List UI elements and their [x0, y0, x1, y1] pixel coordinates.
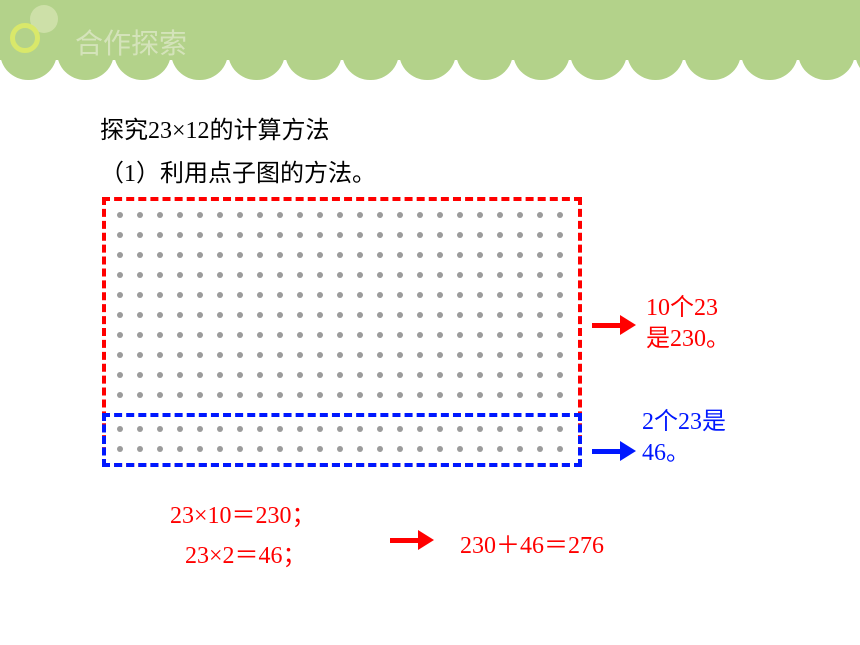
slide-header: 合作探索 [0, 0, 860, 80]
arrow-head-icon [620, 441, 636, 461]
blue-note-line1: 2个23是 [642, 407, 726, 438]
equation-result: 230＋46＝276 [460, 525, 604, 560]
arrow-shaft [592, 449, 620, 454]
blue-annotation: 2个23是 46。 [642, 407, 726, 469]
content-area: 探究23×12的计算方法 （1）利用点子图的方法。 [100, 110, 820, 196]
red-arrow-icon [592, 315, 636, 335]
problem-statement: 探究23×12的计算方法 [100, 110, 820, 153]
equation-2: 23×2＝46； [185, 535, 307, 570]
arrow-shaft [390, 538, 418, 543]
arrow-head-icon [620, 315, 636, 335]
blue-arrow-icon [592, 441, 636, 461]
dot-grid [110, 205, 570, 459]
red-note-line1: 10个23 [646, 293, 730, 324]
red-note-line2: 是230。 [646, 324, 730, 355]
equation-1: 23×10＝230； [170, 495, 316, 530]
header-title: 合作探索 [75, 22, 187, 62]
arrow-head-icon [418, 530, 434, 550]
red-annotation: 10个23 是230。 [646, 293, 730, 355]
method-label: （1）利用点子图的方法。 [100, 153, 820, 196]
ring-icon [10, 23, 40, 53]
dot-diagram [110, 205, 730, 459]
blue-note-line2: 46。 [642, 438, 726, 469]
result-arrow-icon [390, 530, 434, 550]
arrow-shaft [592, 323, 620, 328]
